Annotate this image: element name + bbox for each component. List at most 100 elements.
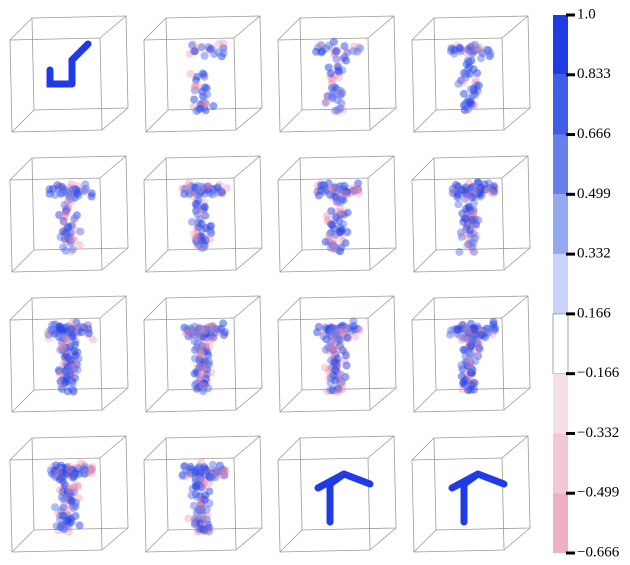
cube-edge <box>278 158 300 180</box>
voxel <box>204 351 212 359</box>
voxel <box>56 486 64 494</box>
cube-edge <box>278 458 370 552</box>
cube-edge <box>32 156 128 250</box>
voxel <box>60 495 68 503</box>
colorbar-tick-label: −0.666 <box>577 544 620 560</box>
voxel <box>330 235 338 243</box>
voxel <box>53 522 61 530</box>
voxel <box>60 201 68 209</box>
voxel <box>58 183 66 191</box>
voxel <box>80 187 88 195</box>
voxel <box>330 358 338 366</box>
voxel <box>76 521 84 529</box>
voxel <box>325 42 333 50</box>
cube-edge <box>300 436 396 530</box>
voxel <box>56 323 64 331</box>
voxel <box>473 44 481 52</box>
cube-edge <box>146 250 168 272</box>
voxel <box>343 362 351 370</box>
voxel <box>354 184 362 192</box>
voxel <box>182 329 190 337</box>
cube-edge <box>414 530 436 552</box>
voxel <box>190 96 198 104</box>
voxel <box>63 209 71 217</box>
cube-edge <box>236 528 262 550</box>
cube-edge <box>412 158 434 180</box>
voxel <box>71 214 79 222</box>
cube-edge <box>502 156 528 178</box>
cube-edge <box>434 436 530 530</box>
cube-edge <box>504 248 530 270</box>
voxel <box>336 86 344 94</box>
voxel <box>339 220 347 228</box>
voxel <box>467 85 475 93</box>
cube-edge <box>368 296 394 318</box>
voxel <box>207 369 215 377</box>
colorbar-segment <box>553 135 568 195</box>
voxel <box>198 220 206 228</box>
voxel <box>471 325 479 333</box>
cube-edge <box>100 156 126 178</box>
voxel-panel <box>10 296 128 412</box>
colorbar-tick-label: −0.332 <box>577 425 619 441</box>
colorbar-segment <box>553 314 568 374</box>
cube-edge <box>368 436 394 458</box>
cube-edge <box>434 16 530 110</box>
voxel <box>63 374 71 382</box>
cube-edge <box>414 250 436 272</box>
voxel <box>336 104 344 112</box>
voxel <box>328 93 336 101</box>
voxel-panel <box>144 156 262 272</box>
cube-edge <box>278 438 300 460</box>
voxel <box>337 198 345 206</box>
voxel <box>350 47 358 55</box>
voxel-panel <box>278 296 396 412</box>
voxel <box>461 106 469 114</box>
voxel <box>75 355 83 363</box>
colorbar-tick-label: 1.0 <box>577 6 596 22</box>
cube-edge <box>234 156 260 178</box>
cube-edge <box>144 18 166 40</box>
cube-edge <box>236 388 262 410</box>
colorbar-tick-label: 0.833 <box>577 66 611 82</box>
cube-edge <box>102 388 128 410</box>
voxel-shape <box>50 44 88 84</box>
voxel <box>454 325 462 333</box>
colorbar-tick-label: −0.166 <box>577 365 620 381</box>
voxel <box>181 185 189 193</box>
voxel <box>48 321 56 329</box>
voxel <box>344 334 352 342</box>
voxel <box>203 506 211 514</box>
voxel <box>191 83 199 91</box>
voxel <box>334 67 342 75</box>
cube-edge <box>370 388 396 410</box>
voxel <box>81 322 89 330</box>
cube-edge <box>12 250 34 272</box>
cube-edge <box>32 296 128 390</box>
voxel-shape <box>318 474 370 522</box>
cube-edge <box>100 436 126 458</box>
voxel <box>454 200 462 208</box>
cube-edge <box>280 110 302 132</box>
voxel-shape <box>452 474 504 522</box>
cube-edge <box>12 390 34 412</box>
cube-edge <box>10 158 32 180</box>
voxel <box>464 56 472 64</box>
voxel <box>200 526 208 534</box>
cube-edge <box>234 436 260 458</box>
cube-edge <box>504 388 530 410</box>
cube-edge <box>100 16 126 38</box>
voxel <box>462 215 470 223</box>
voxel <box>194 506 202 514</box>
voxel <box>192 482 200 490</box>
voxel <box>201 203 209 211</box>
voxel <box>193 234 201 242</box>
voxel-panel <box>412 156 530 272</box>
voxel <box>469 216 477 224</box>
voxel <box>58 342 66 350</box>
voxel <box>64 387 72 395</box>
voxel-panel <box>10 156 128 272</box>
colorbar-segment <box>553 15 568 75</box>
voxel <box>331 184 339 192</box>
voxel <box>68 186 76 194</box>
